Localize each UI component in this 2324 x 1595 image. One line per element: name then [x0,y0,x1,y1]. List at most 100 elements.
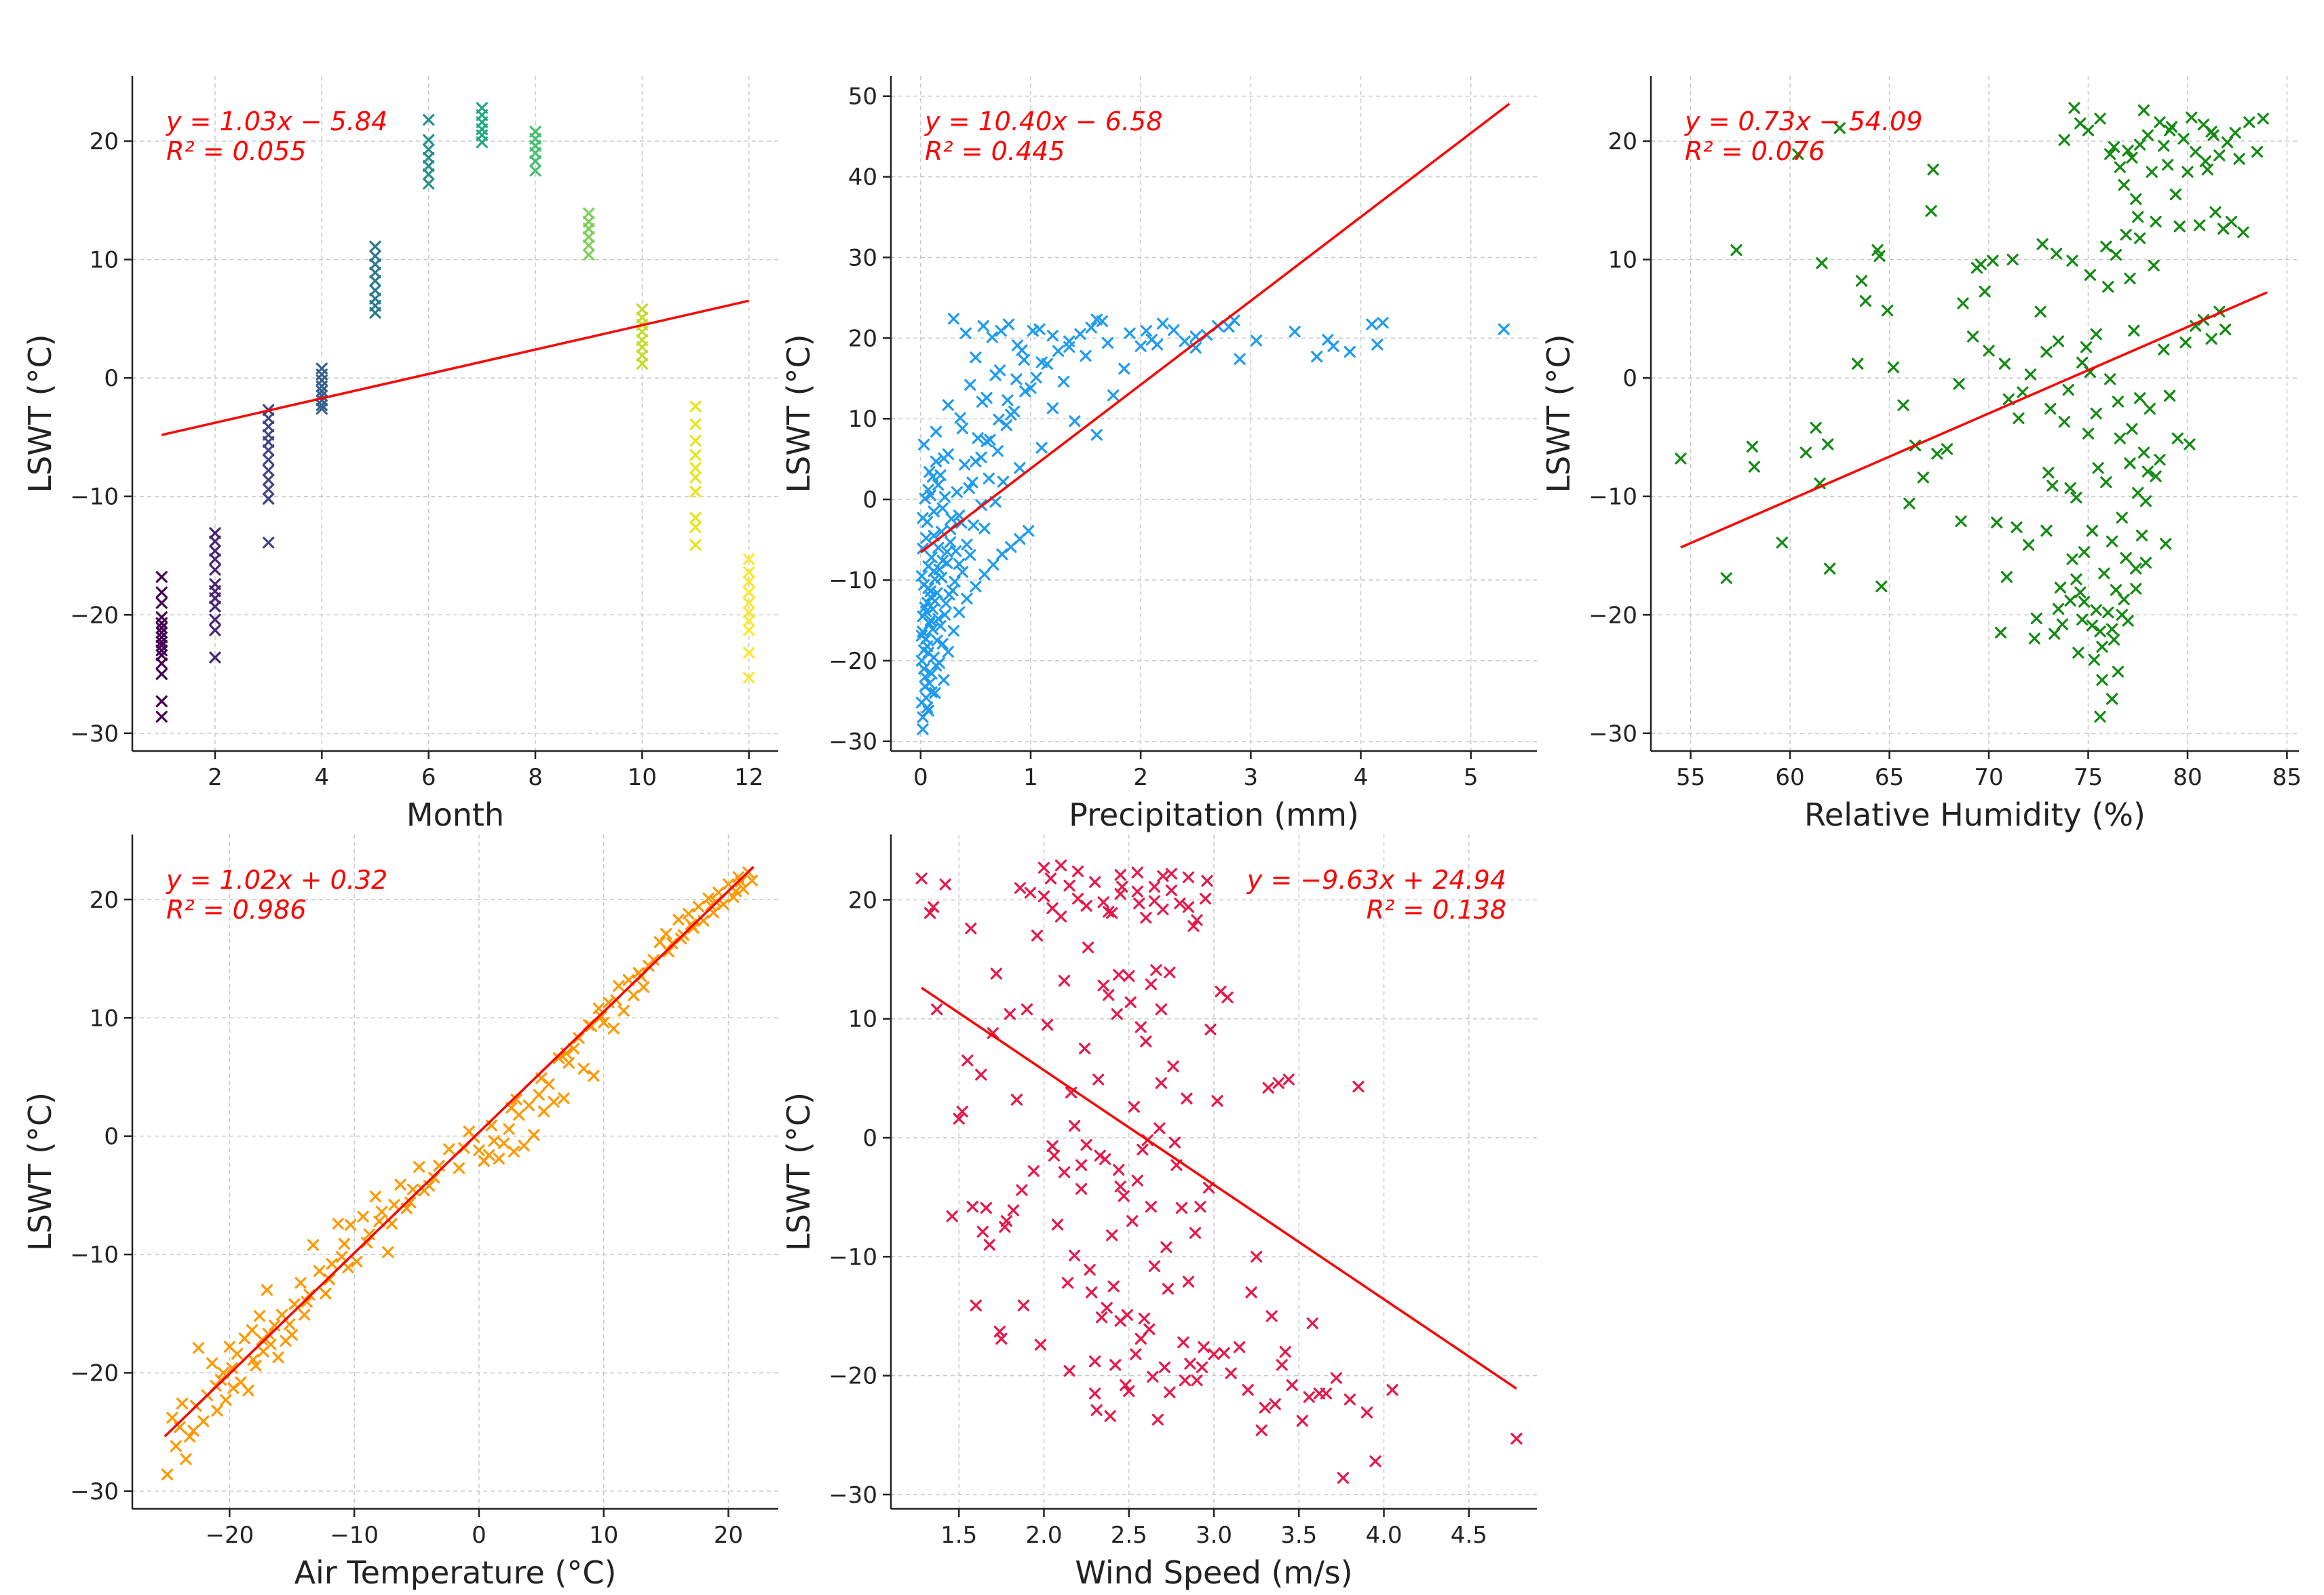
data-point [1113,969,1125,981]
data-point [975,451,987,463]
data-point [1101,337,1114,349]
data-point [1058,1166,1071,1178]
data-point [1975,258,1987,271]
data-point [493,1153,505,1165]
data-point [685,918,697,931]
data-point [263,412,275,425]
data-point [917,610,929,623]
data-point [242,1385,254,1397]
data-point [1107,1280,1120,1292]
data-point [1074,328,1086,341]
data-point [2086,619,2098,632]
data-point [220,1394,232,1406]
data-point [2134,392,2146,404]
data-point [965,922,977,935]
data-point [1184,1358,1196,1370]
data-point [256,1334,268,1346]
data-point [1167,1060,1179,1073]
y-tick-label: 20 [848,325,877,352]
data-point [980,1202,992,1214]
data-point [1086,1286,1098,1299]
data-point [1221,991,1234,1003]
data-point [263,453,275,466]
data-point [946,1210,958,1223]
data-point [2126,151,2138,164]
data-point [1824,562,1836,575]
data-point [1941,443,1954,455]
data-point [2054,581,2067,594]
x-tick-label: 2 [1133,764,1148,791]
data-point [583,239,595,252]
data-point [915,655,928,667]
data-point [636,349,648,362]
data-point [155,621,168,634]
data-point [636,303,648,315]
data-point [1983,345,1995,357]
data-point [931,634,943,647]
data-point [944,536,957,548]
data-point [1131,1174,1143,1187]
data-point [689,472,702,484]
data-point [1145,978,1157,991]
data-point [1089,1356,1101,1368]
data-point [1031,929,1044,942]
data-point [607,1022,620,1035]
x-tick-label: 20 [714,1522,743,1549]
regression-line [921,986,1517,1390]
y-tick-label: 20 [90,128,119,155]
data-point [250,1360,262,1372]
data-point [345,1218,357,1231]
data-point [1855,275,1868,287]
data-point [986,331,998,343]
data-point [919,493,931,505]
data-point [2040,524,2053,537]
data-point [966,1201,978,1213]
data-point [231,1347,243,1360]
data-point [1286,1379,1298,1391]
x-axis-title: Air Temperature (°C) [294,1554,617,1591]
data-point [1084,1264,1096,1276]
y-tick-label: 20 [848,887,877,914]
data-point [976,1225,989,1238]
y-tick-label: −30 [70,720,119,748]
data-point [2182,166,2194,178]
data-point [1054,859,1067,872]
data-point [653,936,666,948]
x-tick-label: 3.0 [1196,1522,1232,1549]
data-point [155,645,168,657]
data-point [1021,1003,1033,1016]
data-point [1063,341,1075,353]
data-point [636,341,648,353]
y-tick-label: −10 [70,484,119,511]
data-point [1174,898,1186,910]
data-point [1023,524,1035,537]
data-point [316,399,328,411]
data-point [1151,339,1164,351]
data-point [2104,373,2116,385]
data-point [1165,868,1177,880]
data-point [970,1299,982,1311]
data-point [919,671,931,683]
data-point [1187,920,1200,932]
y-tick-label: −20 [828,648,877,675]
data-point [155,636,168,649]
data-point [987,558,999,571]
data-point [1194,1201,1206,1213]
data-point [727,891,740,904]
data-point [155,649,168,661]
data-point [1917,472,1929,484]
data-point [2158,140,2170,152]
data-point [995,1332,1008,1345]
data-point [1000,1215,1012,1227]
data-point [1177,1336,1189,1349]
data-point [990,967,1002,980]
data-point [1191,914,1203,926]
data-point [1165,884,1177,896]
data-point [1330,1372,1342,1384]
data-point [1137,1143,1149,1156]
data-point [2052,602,2065,615]
data-point [933,657,945,670]
data-point [1979,286,1991,298]
data-point [660,927,672,940]
x-tick-label: 85 [2272,764,2302,791]
